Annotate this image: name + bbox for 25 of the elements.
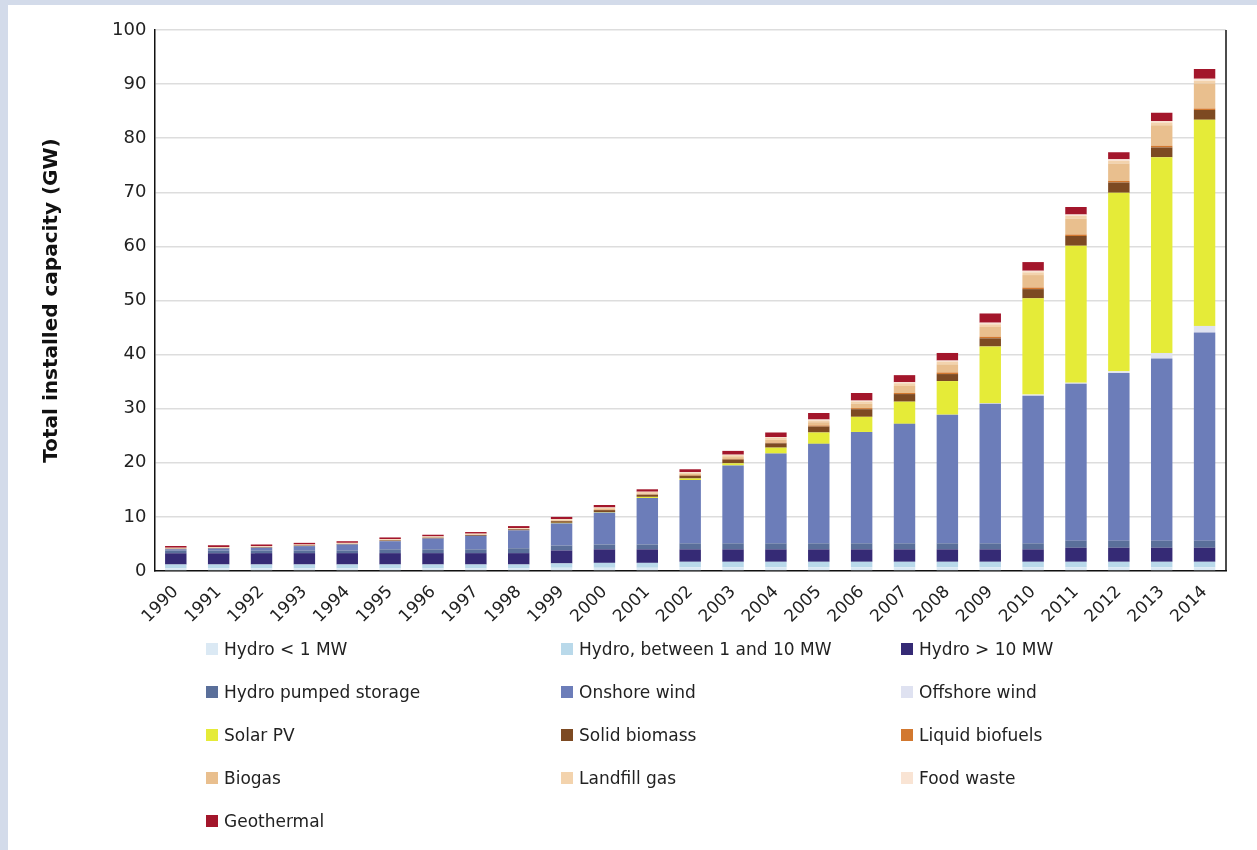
y-tick-label: 70 bbox=[123, 179, 147, 201]
y-tick-label: 100 bbox=[112, 17, 147, 39]
legend-label: Onshore wind bbox=[579, 681, 696, 702]
legend-label: Hydro pumped storage bbox=[224, 681, 421, 702]
y-tick-label: 50 bbox=[123, 288, 147, 310]
y-axis-title: Total installed capacity (GW) bbox=[38, 138, 63, 463]
y-tick-label: 20 bbox=[123, 450, 147, 472]
legend-label: Landfill gas bbox=[579, 767, 677, 788]
legend-label: Liquid biofuels bbox=[919, 724, 1043, 745]
y-tick-label: 90 bbox=[123, 71, 147, 93]
legend-label: Geothermal bbox=[224, 810, 325, 831]
legend-label: Solar PV bbox=[224, 724, 295, 745]
legend-label: Hydro, between 1 and 10 MW bbox=[579, 638, 832, 659]
y-tick-label: 40 bbox=[123, 342, 147, 364]
legend-label: Food waste bbox=[919, 767, 1016, 788]
legend-label: Hydro < 1 MW bbox=[224, 638, 348, 659]
y-tick-label: 10 bbox=[123, 504, 147, 526]
legend-label: Biogas bbox=[224, 767, 281, 788]
y-tick-label: 30 bbox=[123, 396, 147, 418]
legend-label: Hydro > 10 MW bbox=[919, 638, 1054, 659]
y-tick-label: 60 bbox=[123, 234, 147, 256]
y-tick-label: 0 bbox=[134, 558, 147, 580]
y-tick-label: 80 bbox=[123, 125, 147, 147]
legend-label: Solid biomass bbox=[579, 724, 697, 745]
legend-label: Offshore wind bbox=[919, 681, 1037, 702]
